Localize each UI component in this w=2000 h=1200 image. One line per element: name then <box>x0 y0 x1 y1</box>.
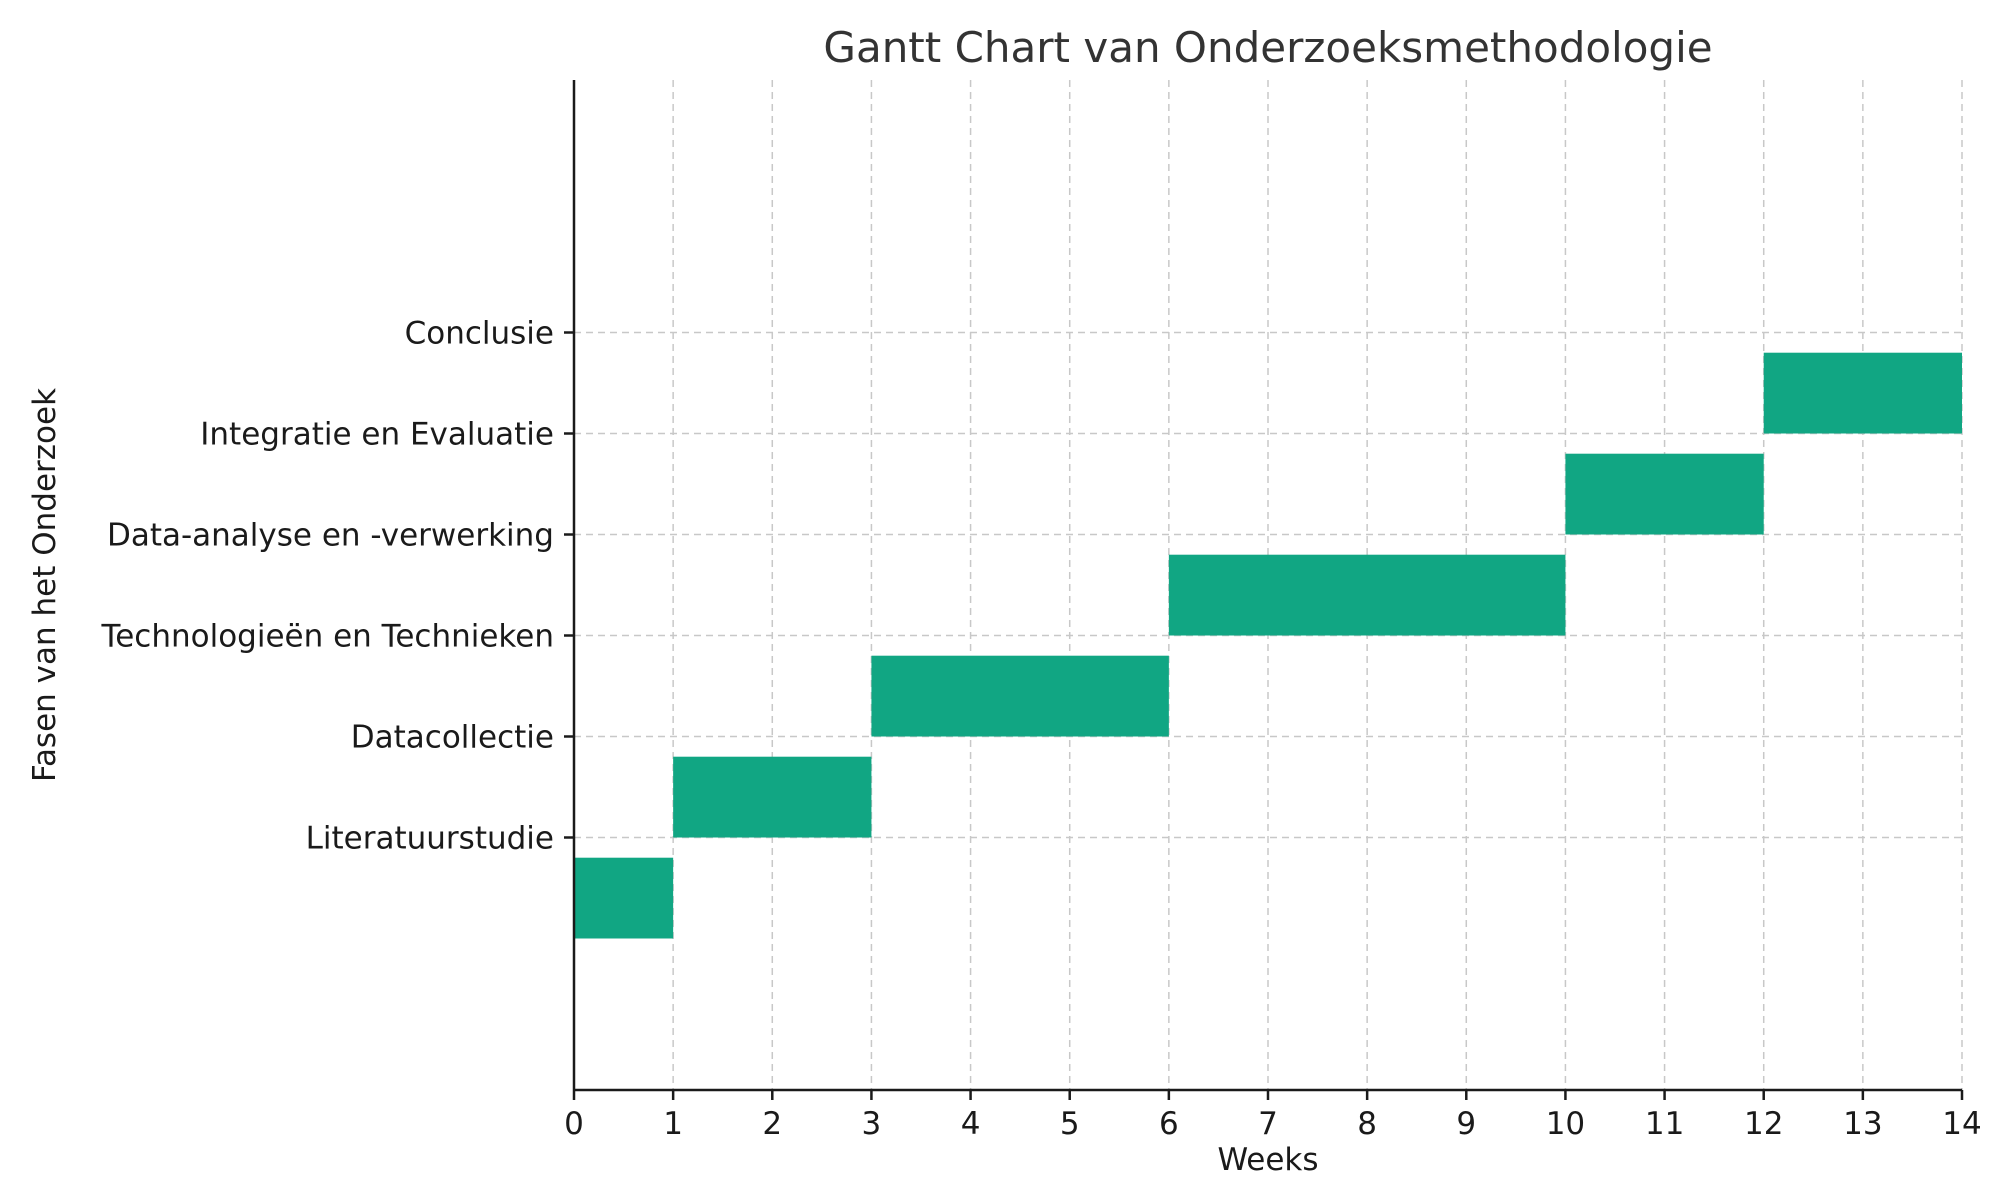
x-ticks: 0 1 2 3 4 5 6 7 8 9 10 11 12 13 14 <box>564 1090 1982 1142</box>
x-tick-label: 10 <box>1546 1106 1585 1142</box>
y-tick-label: Integratie en Evaluatie <box>200 417 554 453</box>
y-tick-label: Conclusie <box>405 316 554 352</box>
x-tick-label: 7 <box>1258 1106 1278 1142</box>
task-bar <box>673 756 872 838</box>
y-tick-label: Datacollectie <box>351 720 554 756</box>
x-tick-label: 1 <box>663 1106 683 1142</box>
x-tick-label: 9 <box>1456 1106 1476 1142</box>
x-tick-label: 5 <box>1060 1106 1080 1142</box>
y-tick-label: Literatuurstudie <box>306 821 554 857</box>
x-tick-label: 6 <box>1159 1106 1179 1142</box>
task-bar <box>1168 554 1566 636</box>
y-axis-label: Fasen van het Onderzoek <box>27 388 63 782</box>
bars <box>574 352 1962 939</box>
x-tick-label: 4 <box>961 1106 981 1142</box>
x-tick-label: 13 <box>1843 1106 1882 1142</box>
y-tick-label: Data-analyse en -verwerking <box>107 518 554 554</box>
task-bar <box>1565 453 1764 535</box>
x-axis-label: Weeks <box>1217 1142 1318 1178</box>
task-bar <box>574 857 674 939</box>
task-bar <box>871 655 1169 737</box>
y-tick-label: Technologieën en Technieken <box>101 619 554 655</box>
x-tick-label: 0 <box>564 1106 584 1142</box>
x-tick-label: 12 <box>1744 1106 1783 1142</box>
x-tick-label: 2 <box>762 1106 782 1142</box>
y-ticks: Literatuurstudie Datacollectie Technologie… <box>101 316 574 857</box>
x-tick-label: 8 <box>1357 1106 1377 1142</box>
x-tick-label: 14 <box>1942 1106 1981 1142</box>
x-tick-label: 11 <box>1645 1106 1684 1142</box>
task-bar <box>1763 352 1962 434</box>
chart-title: Gantt Chart van Onderzoeksmethodologie <box>823 23 1712 72</box>
x-tick-label: 3 <box>862 1106 882 1142</box>
